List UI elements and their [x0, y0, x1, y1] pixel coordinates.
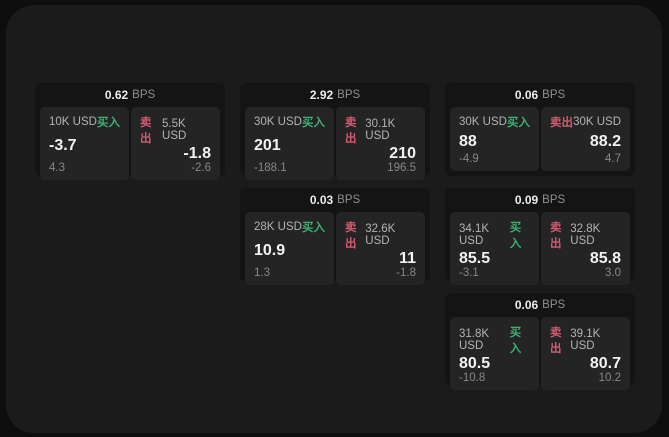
buy-amount: 30K USD	[459, 116, 507, 128]
sell-amount: 32.6K USD	[365, 223, 396, 247]
sell-price: 80.7	[589, 355, 621, 372]
buy-price: 88	[459, 132, 477, 150]
bps-unit-label: BPS	[542, 194, 566, 206]
sell-change: -1.8	[396, 267, 416, 279]
sell-change: 4.7	[605, 153, 621, 165]
sell-amount: 5.5K USD	[162, 118, 187, 142]
buy-price: 201	[254, 137, 281, 154]
bps-unit-label: BPS	[132, 89, 156, 101]
buy-change: -4.9	[459, 153, 479, 165]
buy-price: 85.5	[459, 250, 491, 267]
sell-side-label: 卖出	[550, 327, 562, 355]
buy-price: -3.7	[49, 137, 77, 154]
buy-quote-tile[interactable]: 30K USD 买入 88 -4.9	[450, 107, 539, 171]
bps-value: 0.06	[514, 298, 539, 312]
sell-change: 196.5	[387, 162, 416, 174]
bps-value: 0.62	[104, 88, 129, 102]
bps-value: 0.09	[514, 193, 539, 207]
buy-amount: 28K USD	[254, 221, 302, 233]
sell-amount: 32.8K USD	[570, 223, 601, 247]
sell-amount: 30K USD	[573, 116, 621, 128]
card-header: 0.06 BPS	[445, 293, 635, 314]
sell-quote-tile[interactable]: 卖出 30K USD 88.2 4.7	[541, 107, 630, 171]
sell-change: 10.2	[598, 372, 621, 384]
buy-amount: 30K USD	[254, 116, 302, 128]
quote-card: 0.06 BPS 31.8K USD 买入 80.5 -10.8 卖出 39.1…	[445, 293, 635, 390]
bps-unit-label: BPS	[337, 89, 361, 101]
buy-change: -10.8	[459, 372, 486, 384]
sell-amount: 39.1K USD	[570, 328, 601, 352]
buy-change: 1.3	[254, 267, 270, 279]
bps-unit-label: BPS	[337, 194, 361, 206]
sell-price: 88.2	[589, 132, 621, 150]
buy-side-label: 买入	[302, 222, 325, 234]
bps-unit-label: BPS	[542, 89, 566, 101]
buy-quote-tile[interactable]: 10K USD 买入 -3.7 4.3	[40, 107, 129, 180]
buy-side-label: 买入	[507, 117, 530, 129]
buy-quote-tile[interactable]: 28K USD 买入 10.9 1.3	[245, 212, 334, 285]
sell-quote-tile[interactable]: 卖出 32.6K USD 11 -1.8	[336, 212, 425, 285]
buy-price: 80.5	[459, 355, 491, 372]
sell-side-label: 卖出	[550, 222, 562, 250]
buy-side-label: 买入	[509, 327, 522, 355]
buy-price: 10.9	[254, 242, 286, 259]
card-header: 0.06 BPS	[445, 83, 635, 104]
quote-card: 0.03 BPS 28K USD 买入 10.9 1.3 卖出 32.6K US…	[240, 188, 430, 285]
sell-quote-tile[interactable]: 卖出 39.1K USD 80.7 10.2	[541, 317, 630, 390]
sell-change: 3.0	[605, 267, 621, 279]
buy-amount: 34.1K USD	[459, 223, 490, 247]
sell-amount: 30.1K USD	[365, 118, 396, 142]
bps-value: 2.92	[309, 88, 334, 102]
card-header: 0.62 BPS	[35, 83, 225, 104]
sell-side-label: 卖出	[345, 222, 357, 250]
buy-side-label: 买入	[302, 117, 325, 129]
bps-value: 0.06	[514, 88, 539, 102]
buy-amount: 31.8K USD	[459, 328, 490, 352]
sell-price: 11	[399, 250, 416, 267]
buy-change: -188.1	[254, 162, 287, 174]
quote-card: 0.62 BPS 10K USD 买入 -3.7 4.3 卖出 5.5K USD…	[35, 83, 225, 180]
sell-change: -2.6	[191, 162, 211, 174]
buy-quote-tile[interactable]: 31.8K USD 买入 80.5 -10.8	[450, 317, 539, 390]
buy-change: -3.1	[459, 267, 479, 279]
sell-side-label: 卖出	[345, 117, 357, 145]
card-header: 0.03 BPS	[240, 188, 430, 209]
sell-price: 210	[389, 145, 416, 162]
bps-value: 0.03	[309, 193, 334, 207]
sell-quote-tile[interactable]: 卖出 32.8K USD 85.8 3.0	[541, 212, 630, 285]
sell-price: -1.8	[183, 145, 211, 162]
buy-side-label: 买入	[509, 222, 522, 250]
buy-change: 4.3	[49, 162, 65, 174]
card-header: 2.92 BPS	[240, 83, 430, 104]
buy-quote-tile[interactable]: 34.1K USD 买入 85.5 -3.1	[450, 212, 539, 285]
sell-quote-tile[interactable]: 卖出 30.1K USD 210 196.5	[336, 107, 425, 180]
quote-card: 2.92 BPS 30K USD 买入 201 -188.1 卖出 30.1K …	[240, 83, 430, 180]
sell-side-label: 卖出	[550, 117, 573, 129]
buy-side-label: 买入	[97, 117, 120, 129]
quote-card: 0.09 BPS 34.1K USD 买入 85.5 -3.1 卖出 32.8K…	[445, 188, 635, 285]
sell-price: 85.8	[589, 250, 621, 267]
card-header: 0.09 BPS	[445, 188, 635, 209]
buy-quote-tile[interactable]: 30K USD 买入 201 -188.1	[245, 107, 334, 180]
bps-unit-label: BPS	[542, 299, 566, 311]
quote-card: 0.06 BPS 30K USD 买入 88 -4.9 卖出 30K USD 8…	[445, 83, 635, 176]
sell-quote-tile[interactable]: 卖出 5.5K USD -1.8 -2.6	[131, 107, 220, 180]
sell-side-label: 卖出	[140, 117, 152, 145]
buy-amount: 10K USD	[49, 116, 97, 128]
